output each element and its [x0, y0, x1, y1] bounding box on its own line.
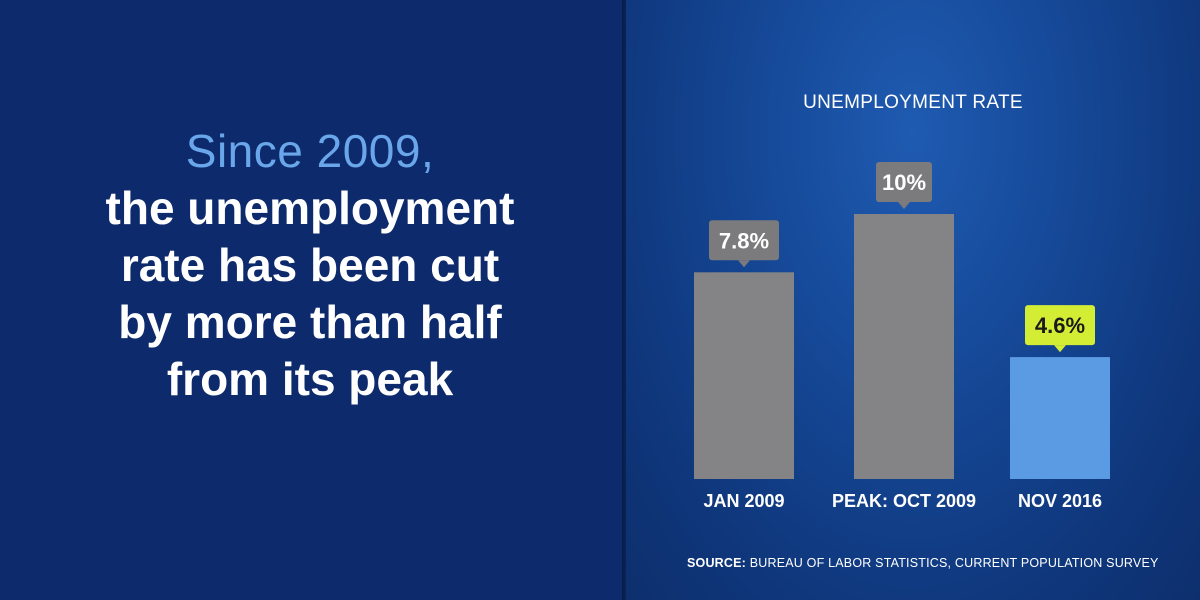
category-label-2: PEAK: OCT 2009	[832, 491, 976, 511]
data-label-box-1	[709, 220, 779, 261]
bar-2	[854, 214, 954, 479]
headline-line-3: by more than half	[118, 296, 502, 348]
source-label: SOURCE:	[687, 556, 747, 570]
headline-lead: Since 2009,	[185, 125, 435, 177]
source-note: SOURCE: BUREAU OF LABOR STATISTICS, CURR…	[687, 556, 1159, 570]
source-text: BUREAU OF LABOR STATISTICS, CURRENT POPU…	[746, 556, 1159, 570]
headline-panel: Since 2009, the unemployment rate has be…	[20, 122, 600, 408]
chart-title: UNEMPLOYMENT RATE	[803, 92, 1023, 113]
category-label-3: NOV 2016	[1018, 491, 1102, 511]
data-label-2: 10%	[882, 170, 926, 195]
data-label-box-3	[1025, 305, 1095, 346]
data-label-pointer-2	[898, 202, 910, 209]
data-label-pointer-1	[738, 260, 750, 268]
data-label-pointer-3	[1054, 345, 1066, 353]
data-label-box-2	[876, 162, 932, 202]
headline-line-1: the unemployment	[105, 182, 515, 234]
bar-1	[694, 272, 794, 479]
headline-line-4: from its peak	[166, 353, 454, 405]
category-label-1: JAN 2009	[703, 491, 784, 511]
bar-3	[1010, 357, 1110, 479]
headline: Since 2009, the unemployment rate has be…	[20, 122, 600, 408]
data-label-3: 4.6%	[1035, 313, 1085, 338]
headline-line-2: rate has been cut	[120, 239, 500, 291]
data-label-1: 7.8%	[719, 228, 769, 253]
